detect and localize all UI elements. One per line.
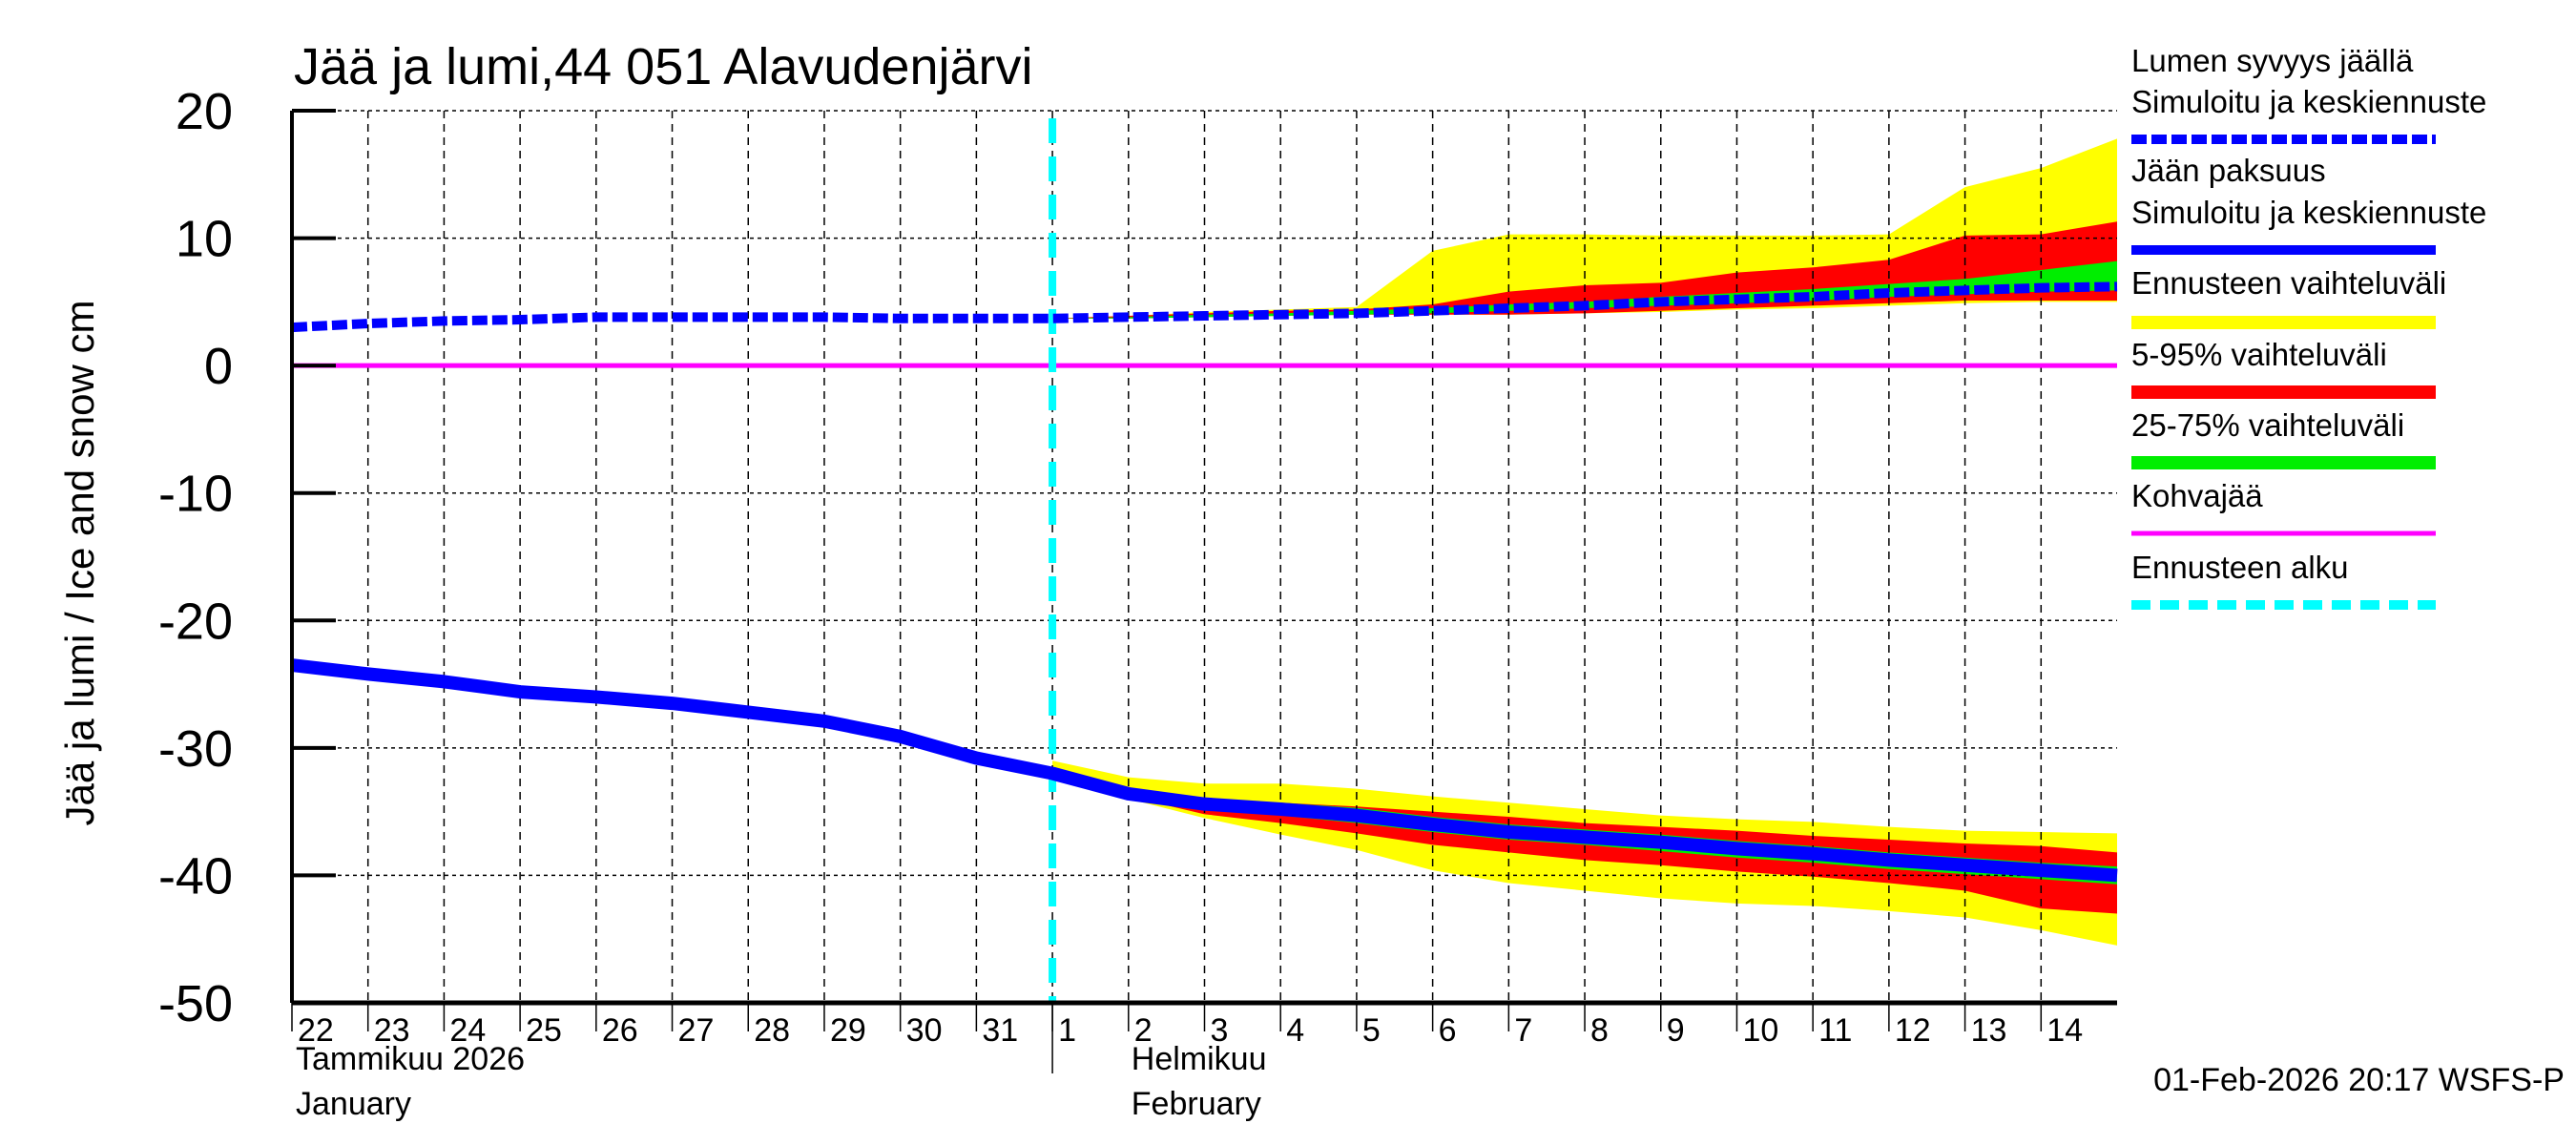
legend-label: Simuloitu ja keskiennuste <box>2131 84 2486 119</box>
x-tick-label: 23 <box>374 1012 410 1049</box>
x-tick-label: 3 <box>1211 1012 1229 1049</box>
y-tick-label: -40 <box>158 847 233 905</box>
x-tick-label: 7 <box>1514 1012 1532 1049</box>
x-tick-label: 29 <box>830 1012 866 1049</box>
legend-label: Lumen syvyys jäällä <box>2131 43 2414 78</box>
legend-label: Simuloitu ja keskiennuste <box>2131 195 2486 230</box>
x-tick-label: 10 <box>1742 1012 1778 1049</box>
chart-title: Jää ja lumi,44 051 Alavudenjärvi <box>294 38 1032 95</box>
x-tick-label: 31 <box>982 1012 1018 1049</box>
y-tick-label: -50 <box>158 975 233 1032</box>
legend-label: 25-75% vaihteluväli <box>2131 407 2404 443</box>
footer-timestamp: 01-Feb-2026 20:17 WSFS-P <box>2153 1062 2565 1098</box>
y-tick-label: 0 <box>204 338 233 395</box>
snow-depth-line <box>291 281 2118 333</box>
x-tick-label: 12 <box>1895 1012 1931 1049</box>
y-tick-label: -30 <box>158 720 233 778</box>
x-tick-label: 2 <box>1134 1012 1153 1049</box>
x-tick-label: 8 <box>1590 1012 1609 1049</box>
x-tick-label: 26 <box>602 1012 638 1049</box>
month-label: Helmikuu <box>1132 1041 1267 1077</box>
y-tick-label: 10 <box>176 211 233 268</box>
x-tick-label: 5 <box>1362 1012 1381 1049</box>
x-tick-label: 6 <box>1439 1012 1457 1049</box>
legend-label: Ennusteen vaihteluväli <box>2131 265 2446 301</box>
y-tick-label: -10 <box>158 466 233 523</box>
x-tick-label: 22 <box>298 1012 334 1049</box>
legend-label: Ennusteen alku <box>2131 550 2349 585</box>
x-tick-label: 28 <box>754 1012 790 1049</box>
legend-label: Jään paksuus <box>2131 153 2326 188</box>
y-axis-label: Jää ja lumi / Ice and snow cm <box>57 301 102 826</box>
x-tick-label: 30 <box>906 1012 943 1049</box>
x-tick-label: 4 <box>1286 1012 1304 1049</box>
month-label-en: February <box>1132 1086 1261 1122</box>
x-tick-label: 13 <box>1971 1012 2007 1049</box>
x-tick-label: 25 <box>526 1012 562 1049</box>
x-tick-label: 9 <box>1667 1012 1685 1049</box>
month-label-en: January <box>296 1086 411 1122</box>
legend-label: 5-95% vaihteluväli <box>2131 337 2387 372</box>
x-tick-label: 24 <box>449 1012 486 1049</box>
x-tick-label: 27 <box>678 1012 715 1049</box>
ice-thickness-line <box>291 658 2118 883</box>
legend-label: Kohvajää <box>2131 478 2263 513</box>
x-tick-label: 14 <box>2046 1012 2083 1049</box>
y-tick-label: -20 <box>158 593 233 650</box>
x-tick-label: 11 <box>1818 1012 1852 1049</box>
x-tick-label: 1 <box>1058 1012 1076 1049</box>
y-tick-label: 20 <box>176 83 233 140</box>
month-label: Tammikuu 2026 <box>296 1041 525 1077</box>
